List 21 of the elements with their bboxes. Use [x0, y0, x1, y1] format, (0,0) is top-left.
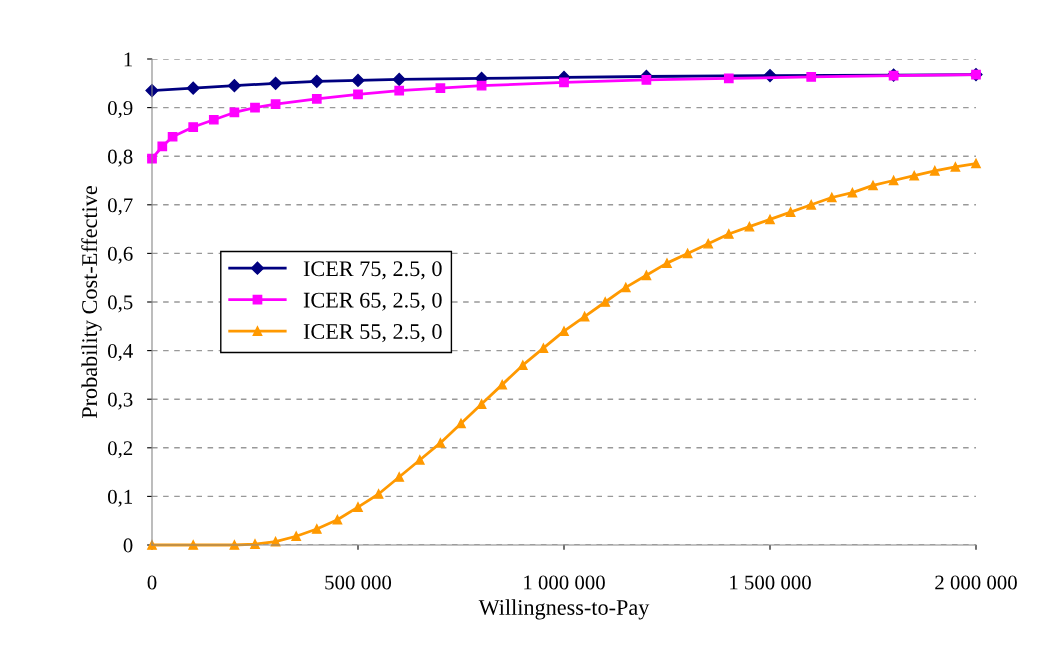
y-tick-label: 0,8	[108, 149, 133, 167]
y-tick-label: 0,6	[108, 246, 133, 264]
y-axis-title: Probability Cost-Effective	[81, 186, 102, 419]
legend-label: ICER 65, 2.5, 0	[303, 292, 442, 311]
y-tick-label: 0,5	[108, 295, 133, 313]
x-axis-title: Willingness-to-Pay	[478, 599, 650, 620]
y-tick-label: 0,2	[108, 441, 133, 459]
x-tick-label: 2 000 000	[935, 575, 1017, 590]
y-tick-label: 0,9	[108, 100, 133, 119]
y-tick-label: 0	[123, 538, 133, 553]
y-tick-label: 0,4	[108, 343, 133, 362]
x-tick-label: 1 500 000	[730, 575, 811, 590]
x-tick-label: 500 000	[325, 575, 392, 590]
y-tick-label: 0,7	[108, 198, 133, 216]
y-tick-label: 0,3	[108, 392, 133, 410]
legend-label: ICER 75, 2.5, 0	[303, 261, 442, 280]
y-tick-label: 0,1	[108, 489, 132, 507]
x-tick-label: 1 000 000	[524, 575, 605, 590]
legend-label: ICER 55, 2.5, 0	[303, 324, 442, 343]
y-tick-label: 1	[124, 52, 132, 67]
x-tick-label: 0	[147, 575, 157, 590]
